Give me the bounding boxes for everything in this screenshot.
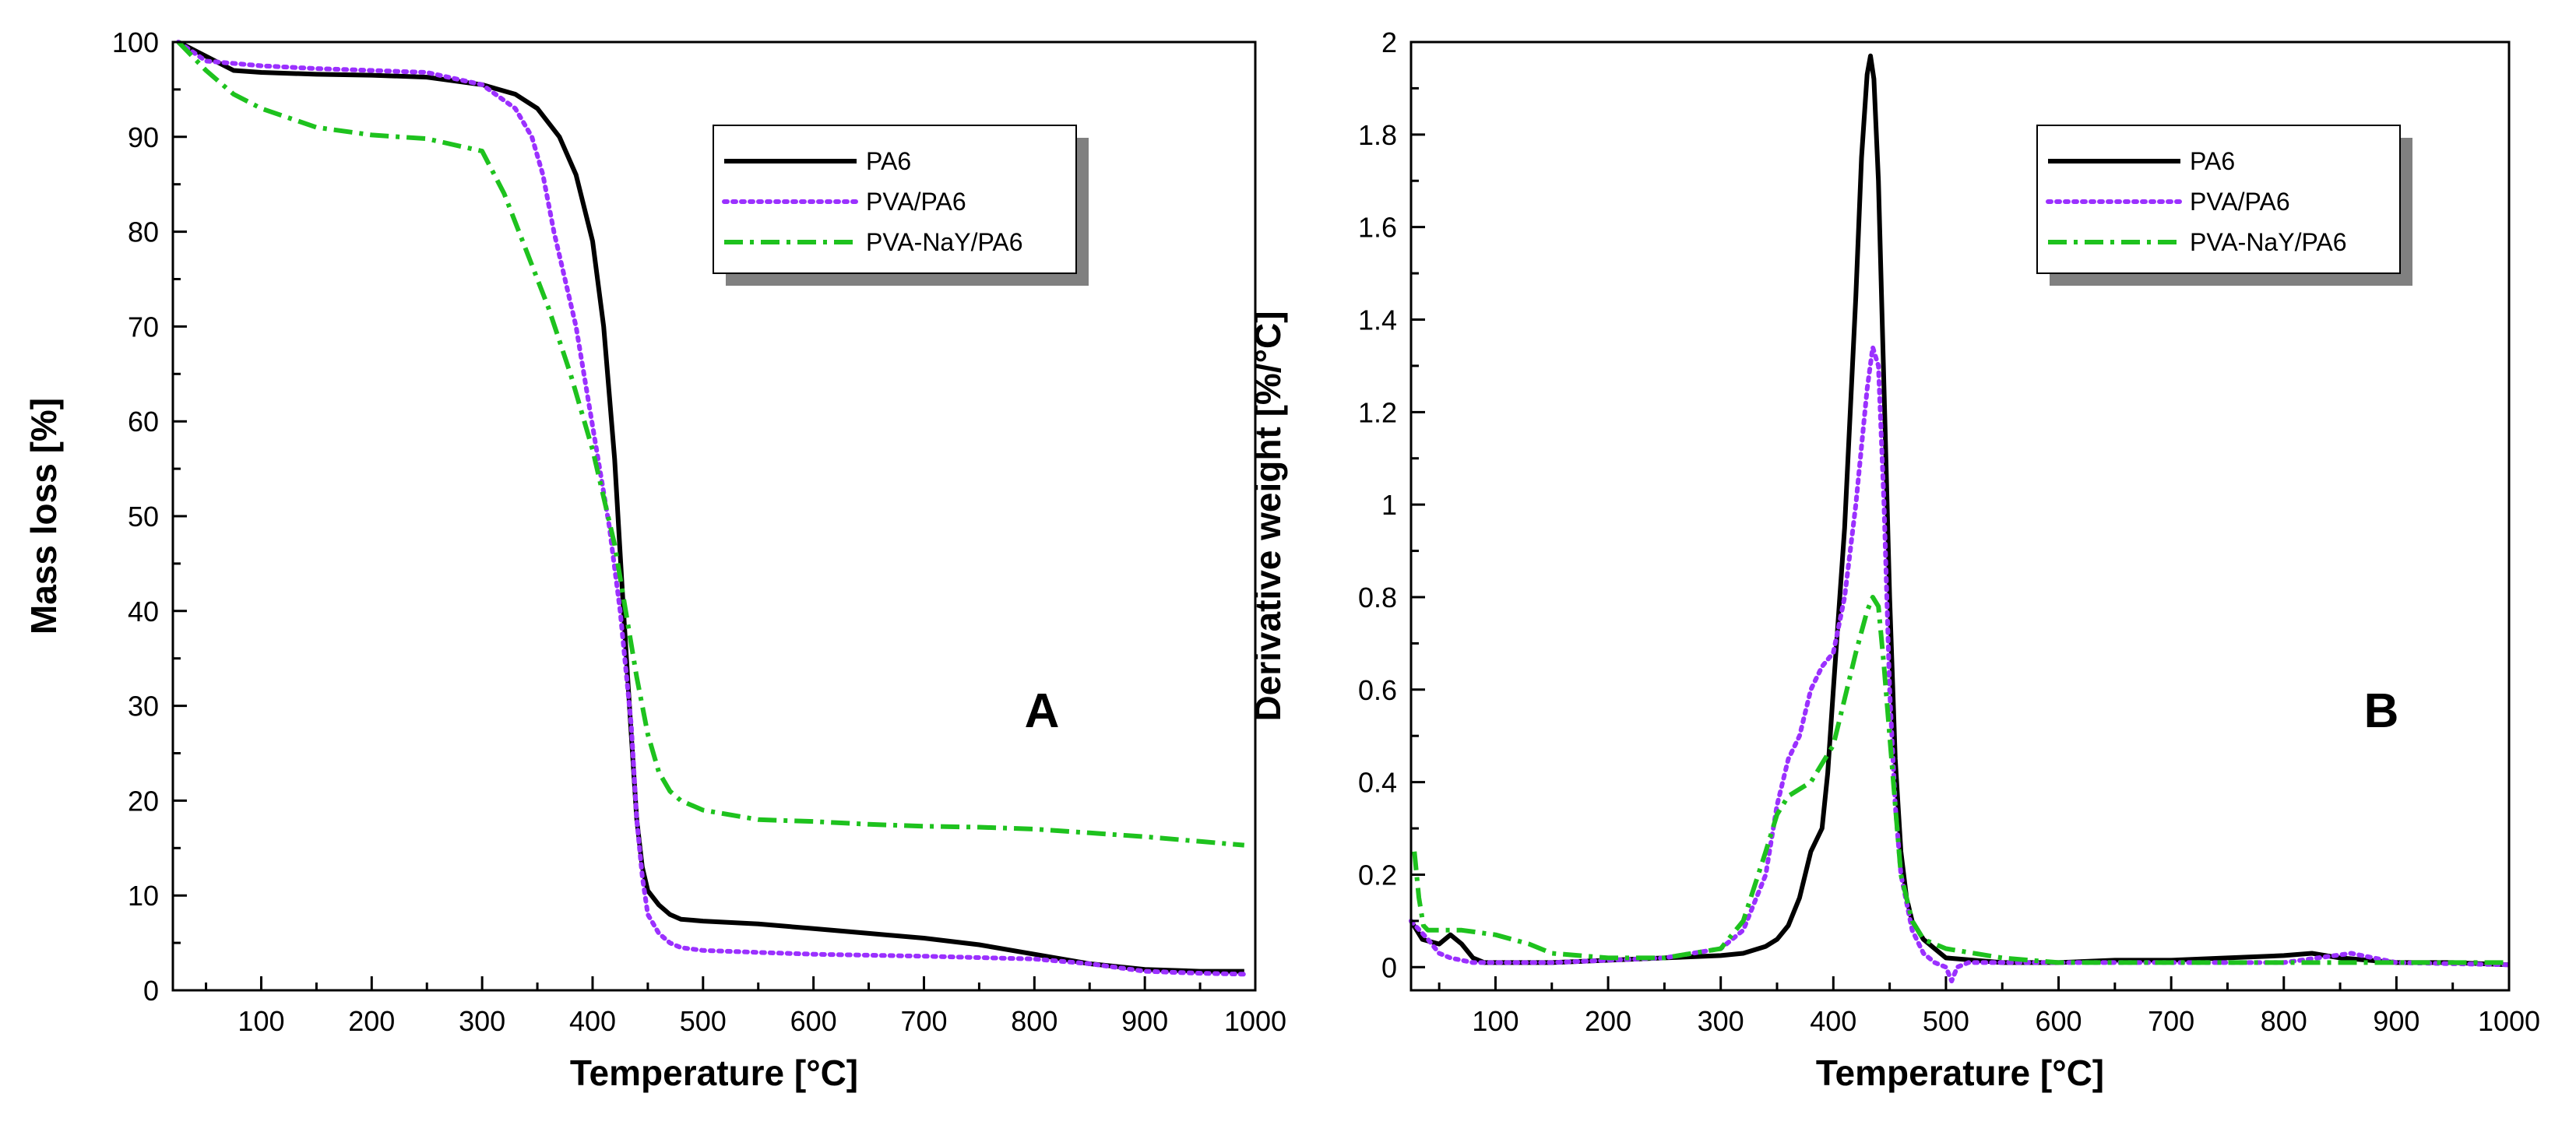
panel-b-legend-label-pva-nay-pa6: PVA-NaY/PA6 (2190, 228, 2347, 256)
panel-b-y-axis-title: Derivative weight [%/°C] (1248, 311, 1288, 721)
panel-a: 100 200 300 400 500 600 700 800 900 1000 0 10 20 30 40… (23, 26, 1286, 1093)
panel-a-x-tick-label: 1000 (1224, 1005, 1286, 1037)
panel-b-legend: PA6 PVA/PA6 PVA-NaY/PA6 (2036, 125, 2412, 286)
panel-a-x-tick-label: 700 (900, 1005, 947, 1037)
panel-a-legend-label-pva-nay-pa6: PVA-NaY/PA6 (866, 228, 1023, 256)
panel-b-y-tick-label: 1 (1381, 489, 1397, 521)
panel-b-x-tick-label: 600 (2035, 1005, 2082, 1037)
panel-b-y-tick-label: 0.8 (1358, 582, 1397, 613)
panel-b-y-tick-label: 0.6 (1358, 674, 1397, 706)
panel-a-legend-box (713, 125, 1077, 274)
panel-a-y-tick-label: 80 (128, 216, 159, 248)
panel-b-y-tick-label: 1.2 (1358, 396, 1397, 428)
panel-b: 100 200 300 400 500 600 700 800 900 1000 0 0.2 0.4 0.… (1248, 26, 2540, 1093)
panel-a-label: A (1025, 684, 1060, 738)
panel-b-x-tick-label: 100 (1472, 1005, 1519, 1037)
panel-a-x-tick-label: 500 (680, 1005, 727, 1037)
panel-a-legend: PA6 PVA/PA6 PVA-NaY/PA6 (713, 125, 1089, 286)
panel-b-y-tick-label: 2 (1381, 26, 1397, 58)
panel-a-y-tick-label: 0 (143, 975, 159, 1007)
panel-b-x-tick-label: 200 (1585, 1005, 1631, 1037)
panel-b-x-tick-label: 900 (2373, 1005, 2419, 1037)
panel-b-y-tick-label: 0.4 (1358, 767, 1397, 799)
panel-a-y-tick-label: 60 (128, 406, 159, 438)
panel-a-plot-frame (171, 40, 1257, 992)
panel-b-x-tick-label: 1000 (2478, 1005, 2540, 1037)
panel-b-legend-box (2036, 125, 2401, 274)
panel-a-series-pva-pa6 (176, 40, 1247, 977)
panel-a-x-tick-label: 900 (1121, 1005, 1168, 1037)
panel-a-y-tick-label: 40 (128, 596, 159, 627)
panel-b-x-tick-label: 500 (1923, 1005, 1969, 1037)
panel-b-plot-frame (1409, 40, 2511, 992)
panel-b-y-tick-label: 0 (1381, 951, 1397, 983)
panel-b-series-pva-nay-pa6 (1412, 595, 2509, 965)
panel-b-x-axis-title: Temperature [°C] (1816, 1053, 2104, 1093)
panel-a-y-tick-label: 50 (128, 501, 159, 533)
panel-b-legend-label-pva-pa6: PVA/PA6 (2190, 188, 2290, 216)
panel-a-legend-label-pva-pa6: PVA/PA6 (866, 188, 966, 216)
panel-a-y-axis-title: Mass loss [%] (23, 398, 64, 635)
panel-a-x-tick-label: 100 (238, 1005, 284, 1037)
panel-b-y-tick-label: 1.4 (1358, 304, 1397, 336)
panel-a-x-tick-label: 400 (569, 1005, 616, 1037)
panel-b-series-pva-pa6 (1409, 345, 2511, 984)
panel-b-curves (1409, 53, 2511, 984)
panel-a-legend-label-pa6: PA6 (866, 147, 911, 175)
panel-a-y-tick-label: 20 (128, 785, 159, 817)
panel-a-y-tick-label: 30 (128, 691, 159, 722)
panel-a-ticks: 100 200 300 400 500 600 700 800 900 1000 0 10 20 30 40… (112, 26, 1286, 1037)
panel-a-x-tick-label: 600 (790, 1005, 837, 1037)
panel-b-legend-label-pa6: PA6 (2190, 147, 2235, 175)
panel-a-y-tick-label: 10 (128, 880, 159, 912)
panel-b-y-tick-label: 1.6 (1358, 212, 1397, 244)
panel-a-y-tick-label: 70 (128, 311, 159, 343)
panel-a-x-tick-label: 200 (348, 1005, 395, 1037)
panel-b-x-tick-label: 300 (1698, 1005, 1744, 1037)
panel-a-x-tick-label: 800 (1011, 1005, 1057, 1037)
panel-b-y-tick-label: 0.2 (1358, 859, 1397, 891)
panel-b-ticks: 100 200 300 400 500 600 700 800 900 1000 0 0.2 0.4 0.… (1358, 26, 2540, 1037)
panel-a-x-tick-label: 300 (459, 1005, 505, 1037)
panel-a-curves (176, 40, 1247, 977)
panel-b-x-tick-label: 700 (2148, 1005, 2194, 1037)
panel-b-x-tick-label: 400 (1810, 1005, 1856, 1037)
panel-a-series-pva-nay-pa6 (176, 40, 1245, 848)
panel-a-y-tick-label: 100 (112, 26, 159, 58)
panel-b-label: B (2364, 684, 2399, 738)
panel-a-x-axis-title: Temperature [°C] (570, 1053, 858, 1093)
panel-a-y-tick-label: 90 (128, 121, 159, 153)
panel-b-y-tick-label: 1.8 (1358, 119, 1397, 151)
panel-b-x-tick-label: 800 (2261, 1005, 2307, 1037)
